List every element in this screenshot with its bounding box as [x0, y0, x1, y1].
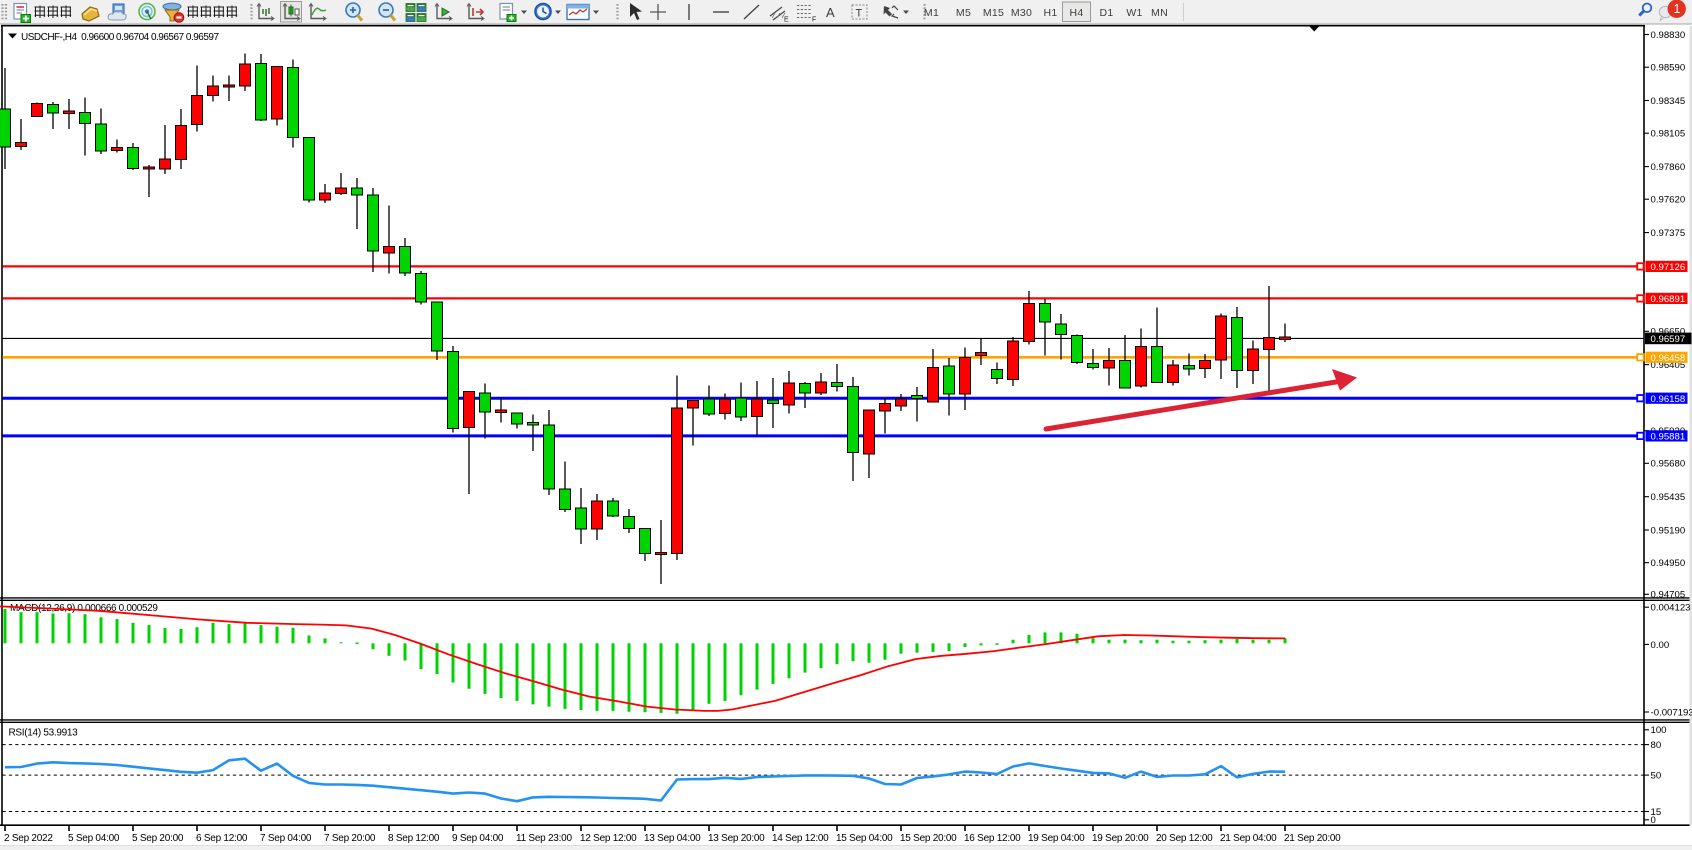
- svg-text:H4: H4: [1069, 7, 1083, 19]
- svg-text:M30: M30: [1011, 7, 1032, 19]
- svg-text:9 Sep 04:00: 9 Sep 04:00: [452, 833, 504, 844]
- svg-text:0.94705: 0.94705: [1651, 590, 1686, 601]
- svg-text:0.95435: 0.95435: [1651, 492, 1686, 503]
- svg-text:0.96158: 0.96158: [1651, 394, 1686, 405]
- svg-text:0.98105: 0.98105: [1651, 129, 1686, 140]
- svg-text:100: 100: [1651, 725, 1667, 736]
- svg-text:2 Sep 2022: 2 Sep 2022: [4, 833, 53, 844]
- svg-text:D1: D1: [1099, 7, 1113, 19]
- svg-text:-0.007193: -0.007193: [1651, 707, 1692, 718]
- svg-text:0: 0: [1651, 815, 1656, 826]
- svg-text:0.95190: 0.95190: [1651, 525, 1686, 536]
- svg-text:15: 15: [1651, 807, 1662, 818]
- svg-text:15 Sep 04:00: 15 Sep 04:00: [836, 833, 893, 844]
- svg-text:19 Sep 20:00: 19 Sep 20:00: [1092, 833, 1149, 844]
- svg-text:20 Sep 12:00: 20 Sep 12:00: [1156, 833, 1213, 844]
- svg-text:19 Sep 04:00: 19 Sep 04:00: [1028, 833, 1085, 844]
- svg-text:13 Sep 20:00: 13 Sep 20:00: [708, 833, 765, 844]
- svg-text:1: 1: [1674, 2, 1681, 16]
- svg-text:0.96458: 0.96458: [1651, 353, 1686, 364]
- svg-text:0.98590: 0.98590: [1651, 63, 1686, 74]
- svg-text:50: 50: [1651, 771, 1662, 782]
- svg-text:MACD(12,26,9) 0.000666 0.00052: MACD(12,26,9) 0.000666 0.000529: [10, 603, 158, 614]
- svg-text:M5: M5: [956, 7, 971, 19]
- svg-text:0.96405: 0.96405: [1651, 360, 1686, 371]
- svg-text:0.94950: 0.94950: [1651, 558, 1686, 569]
- svg-text:0.95881: 0.95881: [1651, 432, 1686, 443]
- svg-text:7 Sep 20:00: 7 Sep 20:00: [324, 833, 376, 844]
- svg-text:0.97620: 0.97620: [1651, 195, 1686, 206]
- svg-text:W1: W1: [1126, 7, 1142, 19]
- svg-text:5 Sep 04:00: 5 Sep 04:00: [68, 833, 120, 844]
- svg-text:16 Sep 12:00: 16 Sep 12:00: [964, 833, 1021, 844]
- svg-text:M1: M1: [924, 7, 939, 19]
- svg-text:5 Sep 20:00: 5 Sep 20:00: [132, 833, 184, 844]
- svg-text:0.004123: 0.004123: [1651, 603, 1691, 614]
- svg-text:0.00: 0.00: [1651, 640, 1670, 651]
- svg-text:14 Sep 12:00: 14 Sep 12:00: [772, 833, 829, 844]
- svg-text:0.98345: 0.98345: [1651, 96, 1686, 107]
- svg-text:0.95680: 0.95680: [1651, 459, 1686, 470]
- svg-text:0.97375: 0.97375: [1651, 228, 1686, 239]
- svg-text:0.96891: 0.96891: [1651, 294, 1686, 305]
- svg-text:6 Sep 12:00: 6 Sep 12:00: [196, 833, 248, 844]
- svg-text:7 Sep 04:00: 7 Sep 04:00: [260, 833, 312, 844]
- svg-text:21 Sep 04:00: 21 Sep 04:00: [1220, 833, 1277, 844]
- svg-text:0.96597: 0.96597: [1651, 334, 1686, 345]
- svg-text:E: E: [784, 17, 789, 24]
- svg-text:0.98830: 0.98830: [1651, 30, 1686, 41]
- svg-text:8 Sep 12:00: 8 Sep 12:00: [388, 833, 440, 844]
- svg-text:12 Sep 12:00: 12 Sep 12:00: [580, 833, 637, 844]
- svg-text:80: 80: [1651, 740, 1662, 751]
- svg-text:0.96650: 0.96650: [1651, 327, 1686, 338]
- svg-text:T: T: [856, 8, 863, 20]
- svg-text:RSI(14) 53.9913: RSI(14) 53.9913: [9, 727, 79, 738]
- svg-text:0.97860: 0.97860: [1651, 162, 1686, 173]
- svg-text:USDCHF-,H4 0.96600 0.96704 0.: USDCHF-,H4 0.96600 0.96704 0.96567 0.965…: [21, 32, 219, 43]
- svg-text:M15: M15: [983, 7, 1004, 19]
- svg-text:15 Sep 20:00: 15 Sep 20:00: [900, 833, 957, 844]
- svg-text:H1: H1: [1043, 7, 1057, 19]
- svg-text:MN: MN: [1151, 7, 1168, 19]
- svg-text:F: F: [812, 17, 816, 24]
- svg-text:11 Sep 23:00: 11 Sep 23:00: [516, 833, 572, 844]
- svg-text:0.97126: 0.97126: [1651, 262, 1686, 273]
- svg-text:A: A: [826, 5, 835, 20]
- svg-text:21 Sep 20:00: 21 Sep 20:00: [1284, 833, 1341, 844]
- svg-text:13 Sep 04:00: 13 Sep 04:00: [644, 833, 701, 844]
